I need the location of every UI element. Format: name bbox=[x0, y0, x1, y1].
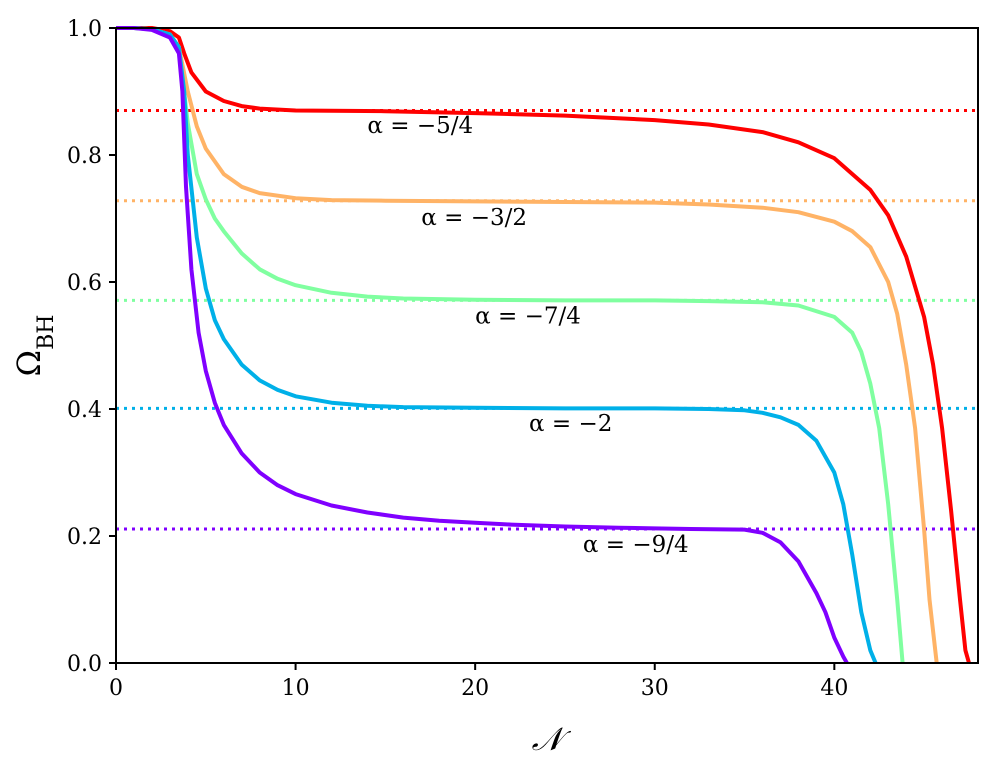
series-line-1 bbox=[116, 26, 939, 664]
series-line-0 bbox=[116, 26, 971, 664]
y-tick-label-0: 0.0 bbox=[67, 652, 102, 677]
y-tick-label-2: 0.4 bbox=[67, 398, 102, 423]
curve-label-1: α = −3/2 bbox=[421, 205, 527, 231]
curve-label-4: α = −9/4 bbox=[583, 532, 689, 558]
x-tick-label-1: 10 bbox=[282, 676, 310, 701]
x-axis-title: 𝒩 bbox=[532, 720, 572, 758]
y-axis-title: ΩBH bbox=[10, 315, 59, 377]
curve-label-2: α = −7/4 bbox=[475, 303, 581, 329]
axis-ticks: 0 10 20 30 40 0.0 0.2 0.4 0.6 0.8 1.0 bbox=[67, 17, 848, 701]
series-line-4 bbox=[116, 26, 849, 664]
y-tick-label-5: 1.0 bbox=[67, 17, 102, 42]
x-tick-label-3: 30 bbox=[641, 676, 669, 701]
y-tick-label-4: 0.8 bbox=[67, 144, 102, 169]
series-line-3 bbox=[116, 26, 878, 664]
series-line-2 bbox=[116, 26, 905, 664]
x-tick-label-2: 20 bbox=[461, 676, 489, 701]
y-tick-label-1: 0.2 bbox=[67, 525, 102, 550]
y-tick-label-3: 0.6 bbox=[67, 271, 102, 296]
curve-annotations: α = −5/4 α = −3/2 α = −7/4 α = −2 α = −9/4 bbox=[367, 113, 688, 558]
plot-frame bbox=[115, 27, 979, 664]
y-axis-title-main: Ω bbox=[10, 350, 48, 377]
series-curves bbox=[116, 26, 971, 664]
y-axis-title-subscript: BH bbox=[34, 315, 59, 350]
curve-label-3: α = −2 bbox=[529, 411, 612, 437]
x-tick-label-0: 0 bbox=[109, 676, 123, 701]
curve-label-0: α = −5/4 bbox=[367, 113, 473, 139]
x-tick-label-4: 40 bbox=[820, 676, 848, 701]
